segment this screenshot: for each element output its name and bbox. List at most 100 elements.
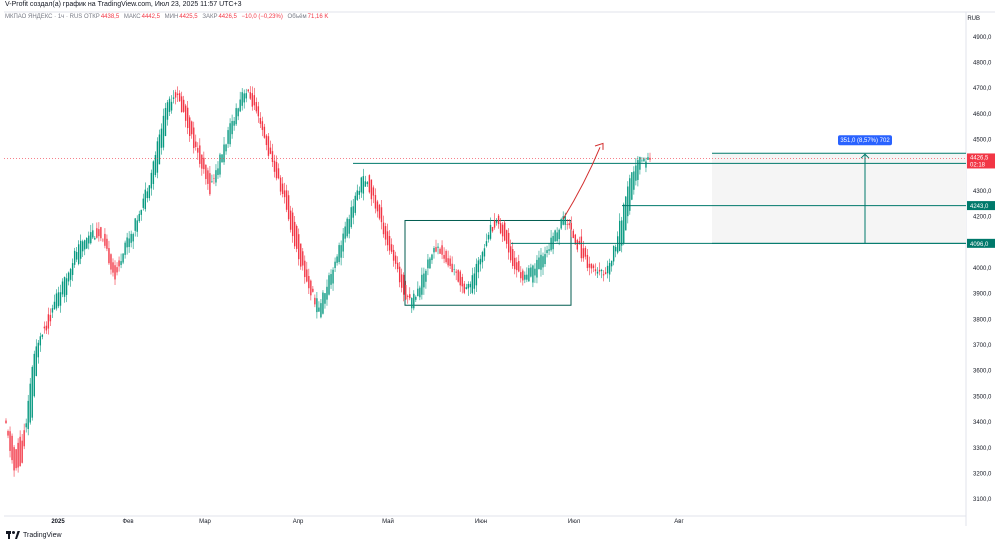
candle-body xyxy=(390,244,393,252)
candle-body xyxy=(429,258,431,269)
candle-body xyxy=(9,431,11,451)
candle-body xyxy=(316,298,318,313)
high-value: 4442,5 xyxy=(141,14,160,20)
candle-body xyxy=(505,230,508,244)
candle-body xyxy=(229,123,231,145)
candle-body xyxy=(11,435,13,461)
candle-body xyxy=(336,256,338,263)
candle-body xyxy=(35,346,37,377)
candle-body xyxy=(600,269,603,272)
candle-body xyxy=(526,274,528,280)
candle-body xyxy=(191,121,193,135)
candle-body xyxy=(279,177,282,192)
projection-arrow-path xyxy=(562,147,601,220)
candle-body xyxy=(112,262,114,273)
candle-body xyxy=(507,232,510,253)
candle-body xyxy=(57,292,60,307)
candle-body xyxy=(328,275,330,295)
candle-body xyxy=(481,252,484,263)
x-tick-label: Июл xyxy=(568,519,581,525)
candle-body xyxy=(546,250,548,254)
candle-body xyxy=(219,154,221,175)
candle-body xyxy=(413,293,415,309)
candle-body xyxy=(144,189,146,210)
candle-body xyxy=(516,262,518,271)
candle-body xyxy=(259,118,262,124)
candle-body xyxy=(580,236,583,259)
symbol-name[interactable]: МКПАО ЯНДЕКС · 1ч · RUS xyxy=(5,14,83,20)
x-tick-label: Июн xyxy=(475,519,487,525)
candle-body xyxy=(209,173,211,195)
candle-body xyxy=(358,190,360,195)
candle-body xyxy=(548,249,550,251)
candle-body xyxy=(417,288,419,297)
y-tick-label: 3500,0 xyxy=(973,394,992,400)
candle-body xyxy=(461,276,463,287)
chart-header: V-Profit создал(а) график на TradingView… xyxy=(5,1,242,8)
candle-body xyxy=(184,105,187,121)
candle-body xyxy=(485,241,488,247)
candle-body xyxy=(370,179,373,200)
candle-body xyxy=(514,257,516,270)
candle-body xyxy=(21,440,23,463)
candle-body xyxy=(552,236,554,250)
candle-body xyxy=(564,215,566,225)
candle-body xyxy=(287,195,290,220)
candle-body xyxy=(641,160,643,162)
candle-body xyxy=(197,147,199,153)
candle-body xyxy=(166,102,169,120)
measure-zone xyxy=(712,153,966,244)
candle-body xyxy=(592,265,595,269)
candle-body xyxy=(186,107,189,129)
candle-body xyxy=(25,423,27,428)
candle-body xyxy=(503,222,506,241)
candle-body xyxy=(269,147,272,154)
candle-body xyxy=(477,260,480,273)
candle-body xyxy=(142,198,144,208)
candle-body xyxy=(102,239,104,241)
x-tick-label: Мар xyxy=(199,519,211,525)
candle-body xyxy=(386,231,389,246)
candle-body xyxy=(122,253,124,263)
candle-body xyxy=(225,144,227,152)
currency-label[interactable]: RUB xyxy=(967,16,980,22)
level-price-label: 4096,0 xyxy=(970,242,989,248)
candle-body xyxy=(267,136,270,156)
volume-label: Объём xyxy=(287,14,307,20)
open-label: ОТКР xyxy=(83,14,100,20)
candle-body xyxy=(411,297,413,309)
candle-body xyxy=(542,256,544,268)
candle-body xyxy=(493,220,496,228)
y-tick-label: 4200,0 xyxy=(973,215,992,221)
candle-body xyxy=(366,182,369,185)
candle-body xyxy=(73,250,76,265)
candle-body xyxy=(51,308,54,313)
candle-body xyxy=(195,141,197,148)
candle-body xyxy=(534,268,536,276)
candle-body xyxy=(306,269,308,282)
candle-body xyxy=(5,420,7,424)
candle-body xyxy=(233,120,235,126)
candle-body xyxy=(110,254,112,270)
candle-body xyxy=(530,267,532,277)
candle-body xyxy=(314,297,316,305)
y-tick-label: 3700,0 xyxy=(973,343,992,349)
candle-body xyxy=(364,181,367,187)
candle-body xyxy=(126,237,128,248)
candle-body xyxy=(473,273,476,289)
y-tick-label: 3900,0 xyxy=(973,292,992,298)
footer-brand[interactable]: TradingView xyxy=(23,531,62,539)
candle-body xyxy=(356,190,358,200)
candle-body xyxy=(544,254,546,265)
candle-body xyxy=(629,178,631,211)
candle-body xyxy=(419,287,421,298)
candle-body xyxy=(550,237,552,251)
candle-body xyxy=(170,101,173,111)
candle-body xyxy=(608,262,611,275)
candle-body xyxy=(96,228,98,238)
candle-body xyxy=(344,226,346,239)
candle-body xyxy=(374,195,377,209)
candle-body xyxy=(447,258,449,266)
candle-body xyxy=(439,248,441,254)
